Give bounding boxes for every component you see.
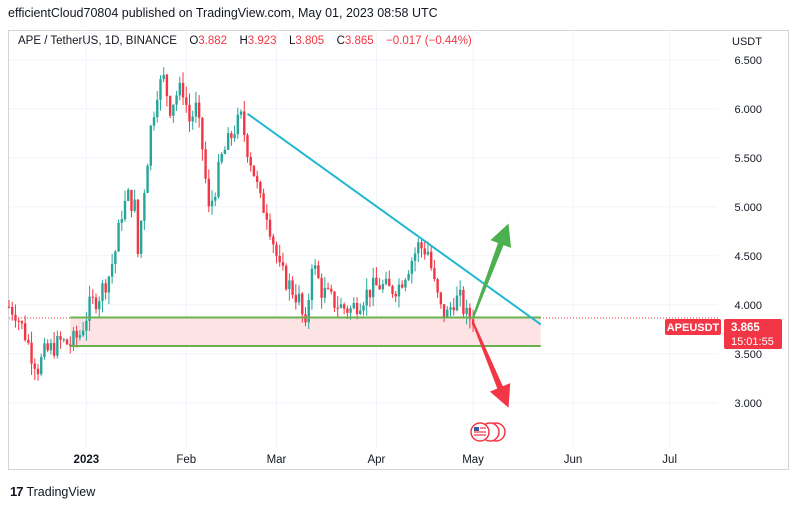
chart-frame[interactable] [8, 30, 789, 470]
ohlc-legend: APE / TetherUS, 1D, BINANCE O3.882 H3.92… [18, 35, 472, 47]
change-value: −0.017 (−0.44%) [386, 35, 472, 47]
high-label: H [239, 35, 248, 47]
tradingview-logo-icon: 17 [10, 484, 24, 499]
publisher-line: efficientCloud70804 published on Trading… [8, 6, 438, 20]
open-label: O [189, 35, 199, 47]
low-label: L [288, 35, 296, 47]
symbol-label[interactable]: APE / TetherUS, 1D, BINANCE [18, 35, 177, 47]
tradingview-logo-text: TradingView [26, 484, 96, 499]
close-label: C [336, 35, 345, 47]
high-value: 3.923 [247, 35, 277, 47]
close-value: 3.865 [344, 35, 374, 47]
open-value: 3.882 [198, 35, 228, 47]
low-value: 3.805 [295, 35, 325, 47]
tradingview-logo[interactable]: 17 TradingView [10, 484, 95, 499]
